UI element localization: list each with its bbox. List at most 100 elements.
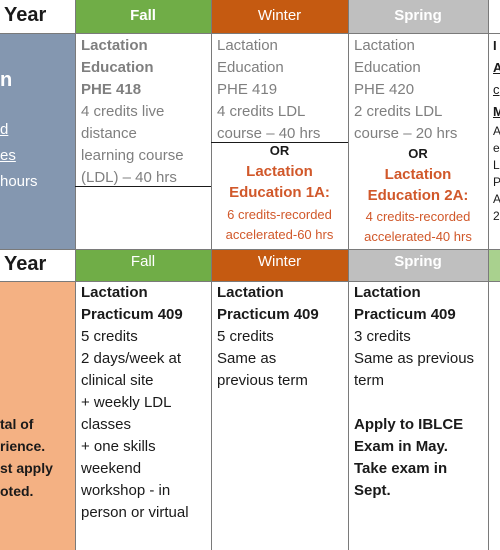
course-name: Practicum 409	[354, 306, 456, 323]
top-fall-course: Lactation Education PHE 418 4 credits li…	[76, 33, 210, 189]
course-detail: Same as previous	[354, 350, 475, 367]
bottom-side-fragment: rience.	[0, 438, 46, 454]
top-spring-or: OR	[408, 146, 428, 161]
bottom-fall-header: Fall	[75, 249, 211, 281]
course-name: Education	[217, 59, 284, 76]
course-detail: (LDL) – 40 hrs	[81, 169, 177, 186]
top-side-fragment: n	[0, 69, 13, 91]
course-detail: 4 credits LDL	[217, 103, 306, 120]
top-spring-alt-detail: 4 credits-recorded accelerated-40 hrs	[348, 207, 488, 247]
course-detail: course – 40 hrs	[217, 125, 321, 142]
course-detail: course – 20 hrs	[354, 125, 458, 142]
bottom-year-header	[0, 249, 75, 281]
bottom-winter-header: Winter	[211, 249, 348, 281]
top-year-header	[0, 0, 75, 33]
course-detail: + weekly LDL	[81, 394, 172, 411]
partial-text: I	[493, 38, 497, 53]
course-detail: person or virtual	[81, 504, 189, 521]
course-name: Practicum 409	[217, 306, 319, 323]
course-detail: learning course	[81, 147, 184, 164]
course-detail: term	[354, 372, 384, 389]
bottom-winter-course: Lactation Practicum 409 5 credits Same a…	[212, 282, 347, 392]
top-spring-course: Lactation Education PHE 420 2 credits LD…	[349, 33, 487, 145]
course-name: Lactation	[354, 37, 415, 54]
top-spring-alt-title: Lactation Education 2A:	[348, 164, 488, 206]
fall-underline	[75, 186, 211, 187]
course-detail: + one skills	[81, 438, 156, 455]
top-side-panel: n d es hours	[0, 33, 75, 249]
course-detail: Same as	[217, 350, 277, 367]
grid-line	[0, 249, 500, 250]
grid-line	[0, 281, 500, 282]
bottom-side-panel: tal of rience. st apply oted.	[0, 281, 75, 550]
course-detail: 5 credits	[217, 328, 274, 345]
course-name: Education	[354, 59, 421, 76]
course-name: Lactation	[354, 284, 421, 301]
alt-course-detail: 4 credits-recorded	[365, 209, 471, 224]
grid-line	[211, 0, 212, 550]
alt-course-detail: 6 credits-recorded	[227, 207, 332, 222]
top-fall-header: Fall	[75, 0, 211, 33]
course-name: Lactation	[81, 37, 148, 54]
bottom-side-fragment: oted.	[0, 483, 34, 499]
partial-text: A	[493, 124, 500, 138]
alt-course-title: Lactation	[246, 163, 313, 180]
alt-course-detail: accelerated-40 hrs	[364, 229, 472, 244]
top-side-fragment: d	[0, 121, 9, 138]
exam-note: Apply to IBLCE	[354, 416, 464, 433]
course-detail: 3 credits	[354, 328, 411, 345]
course-detail: 2 days/week at	[81, 350, 182, 367]
course-code: PHE 418	[81, 81, 142, 98]
bottom-fall-course: Lactation Practicum 409 5 credits 2 days…	[76, 282, 210, 524]
course-name: Lactation	[81, 284, 148, 301]
alt-course-title: Education 1A:	[229, 184, 330, 201]
winter-underline	[211, 142, 348, 143]
top-winter-or: OR	[269, 143, 290, 158]
alt-course-title: Lactation	[384, 166, 452, 183]
top-right-partial-column: I A c M A e L P A 2	[489, 33, 500, 249]
course-detail: 5 credits	[81, 328, 138, 345]
top-year-label: Year	[4, 4, 47, 26]
course-detail: clinical site	[81, 372, 154, 389]
partial-text: P	[493, 175, 500, 189]
course-name: Lactation	[217, 37, 278, 54]
partial-text: c	[493, 82, 500, 97]
grid-line	[0, 33, 500, 34]
bottom-year-label: Year	[4, 253, 47, 275]
partial-text: A	[493, 60, 500, 75]
course-detail: 4 credits live	[81, 103, 165, 120]
course-name: Lactation	[217, 284, 284, 301]
course-detail: previous term	[217, 372, 308, 389]
top-winter-alt-title: Lactation Education 1A:	[211, 161, 348, 203]
partial-text: e	[493, 141, 500, 155]
bottom-next-header	[488, 249, 500, 281]
course-detail: workshop - in	[81, 482, 171, 499]
course-detail: distance	[81, 125, 137, 142]
bottom-side-fragment: tal of	[0, 416, 34, 432]
grid-line	[348, 0, 349, 550]
top-spring-header: Spring	[348, 0, 488, 33]
top-side-fragment: hours	[0, 173, 38, 190]
partial-text: L	[493, 158, 500, 172]
grid-line	[75, 0, 76, 550]
alt-course-title: Education 2A:	[367, 187, 469, 204]
partial-text: 2	[493, 209, 500, 223]
top-winter-alt-detail: 6 credits-recorded accelerated-60 hrs	[211, 205, 348, 245]
bottom-side-fragment: st apply	[0, 460, 53, 476]
exam-note: Exam in May.	[354, 438, 448, 455]
course-detail: classes	[81, 416, 132, 433]
partial-text: A	[493, 192, 500, 206]
top-winter-course: Lactation Education PHE 419 4 credits LD…	[212, 33, 347, 145]
exam-note: Take exam in	[354, 460, 448, 477]
course-detail: 2 credits LDL	[354, 103, 443, 120]
top-side-fragment: es	[0, 147, 16, 164]
course-code: PHE 419	[217, 81, 278, 98]
bottom-spring-header: Spring	[348, 249, 488, 281]
exam-note: Sept.	[354, 482, 391, 499]
partial-text: M	[493, 104, 500, 119]
grid-line	[488, 0, 489, 550]
spacer	[354, 392, 487, 414]
course-detail: weekend	[81, 460, 142, 477]
alt-course-detail: accelerated-60 hrs	[225, 227, 334, 242]
course-name: Practicum 409	[81, 306, 183, 323]
